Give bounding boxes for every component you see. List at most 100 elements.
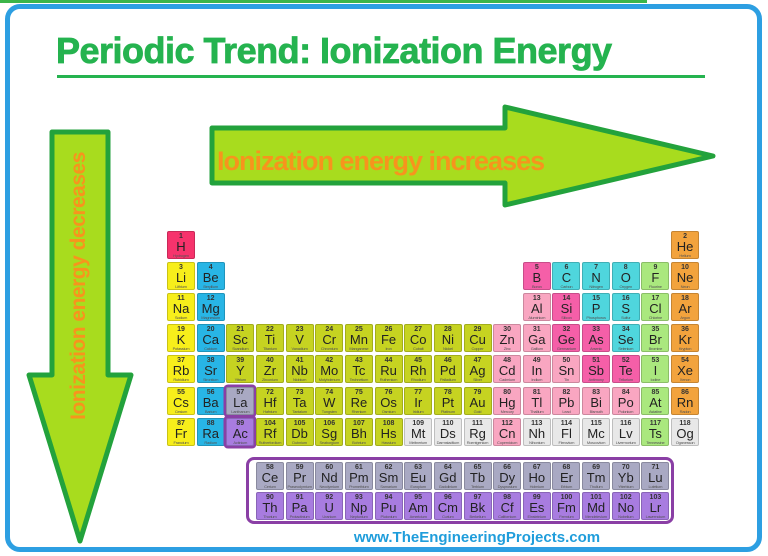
element-symbol: Sb [588, 363, 605, 379]
element-name: Radium [204, 439, 217, 445]
element-cell-tm: 69 Tm Thulium [582, 462, 611, 490]
element-symbol: Hs [380, 425, 397, 441]
element-name: Cadmium [499, 377, 515, 383]
element-cell-pt: 78 Pt Platinum [433, 386, 462, 415]
atomic-number: 91 [295, 494, 304, 501]
atomic-number: 92 [325, 494, 334, 501]
atomic-number: 41 [295, 357, 304, 365]
element-name: Argon [680, 315, 690, 321]
element-symbol: Al [531, 301, 543, 317]
element-name: Chlorine [648, 315, 663, 321]
element-cell-hs: 108 Hs Hassium [374, 417, 403, 446]
element-cell-nd: 60 Nd Neodymium [315, 462, 344, 490]
atomic-number: 99 [532, 494, 541, 501]
atomic-number: 69 [592, 464, 600, 471]
element-cell-n: 7 N Nitrogen [582, 262, 611, 291]
atomic-number: 27 [414, 326, 423, 334]
element-cell-fr: 87 Fr Francium [167, 417, 195, 446]
atomic-number: 42 [325, 357, 334, 365]
element-name: Strontium [202, 377, 219, 383]
element-symbol: Ac [232, 425, 248, 441]
element-name: Copper [471, 346, 484, 352]
atomic-number: 93 [354, 494, 363, 501]
atomic-number: 117 [649, 419, 662, 427]
atomic-number: 16 [621, 295, 630, 303]
atomic-number: 49 [532, 357, 541, 365]
element-cell-ar: 18 Ar Argon [671, 293, 700, 322]
atomic-number: 48 [503, 357, 512, 365]
atomic-number: 59 [295, 464, 304, 471]
element-cell-al: 13 Al Aluminium [522, 293, 551, 322]
element-name: Thallium [530, 408, 544, 414]
element-cell-lv: 116 Lv Livermorium [611, 417, 640, 446]
element-cell-cl: 17 Cl Chlorine [641, 293, 670, 322]
element-symbol: Th [262, 500, 278, 515]
element-symbol: Mo [320, 363, 339, 379]
element-cell-mo: 42 Mo Molybdenum [315, 355, 344, 384]
element-name: Palladium [439, 377, 456, 383]
element-name: Iridium [412, 408, 424, 414]
element-cell-p: 15 P Phosphorus [582, 293, 611, 322]
element-symbol: Es [529, 500, 545, 515]
atomic-number: 60 [325, 464, 334, 471]
element-cell-mg: 12 Mg Magnesium [196, 293, 225, 322]
element-name: Cesium [174, 408, 188, 414]
element-symbol: Sn [558, 363, 575, 379]
atomic-number: 79 [473, 388, 482, 396]
element-cell-tc: 43 Tc Technetium [344, 355, 373, 384]
element-cell-mt: 109 Mt Meitnerium [404, 417, 433, 446]
element-cell-bh: 107 Bh Bohrium [344, 417, 373, 446]
element-symbol: Ta [292, 394, 307, 410]
element-cell-lr: 103 Lr Lawrencium [641, 492, 670, 520]
element-name: Dubnium [292, 439, 307, 445]
element-cell-ds: 110 Ds Darmstadtium [433, 417, 462, 446]
element-symbol: Pm [349, 470, 369, 485]
element-name: Beryllium [203, 284, 218, 290]
element-cell-tb: 65 Tb Terbium [463, 462, 492, 490]
element-cell-mn: 25 Mn Manganese [344, 324, 373, 353]
atomic-number: 81 [532, 388, 541, 396]
element-name: Hafnium [263, 408, 277, 414]
element-symbol: Cr [322, 332, 337, 348]
atomic-number: 24 [325, 326, 334, 334]
atomic-number: 64 [443, 464, 452, 471]
atomic-number: 102 [619, 494, 632, 501]
element-name: Sodium [174, 315, 188, 321]
horizontal-arrow-label: Ionization energy increases [217, 146, 544, 176]
element-symbol: Db [291, 425, 308, 441]
atomic-number: 109 [412, 419, 425, 427]
element-cell-os: 76 Os Osmium [374, 386, 403, 415]
element-cell-la: 57 La Lanthanum [226, 386, 255, 415]
atomic-number: 83 [592, 388, 600, 396]
element-name: Tin [564, 377, 569, 383]
atomic-number: 8 [623, 264, 628, 272]
element-name: Thorium [263, 514, 277, 519]
atomic-number: 33 [592, 326, 600, 334]
atomic-number: 51 [592, 357, 600, 365]
element-name: Gold [473, 408, 482, 414]
element-symbol: C [561, 270, 572, 286]
element-cell-sg: 106 Sg Seaborgium [315, 417, 344, 446]
element-symbol: La [233, 394, 248, 410]
element-name: Rhodium [410, 377, 426, 383]
element-name: Helium [679, 253, 691, 258]
element-symbol: Os [380, 394, 397, 410]
watermark: www.TheEngineeringProjects.com [353, 529, 601, 546]
atomic-number: 106 [323, 419, 336, 427]
element-symbol: Np [350, 500, 368, 515]
element-symbol: Cs [173, 394, 189, 410]
element-symbol: P [591, 301, 601, 317]
atomic-number: 110 [442, 419, 454, 427]
element-name: Indium [531, 377, 543, 383]
element-name: Roentgenium [466, 439, 489, 445]
element-symbol: Hg [498, 394, 516, 410]
atomic-number: 30 [503, 326, 512, 334]
element-cell-i: 53 I Iodine [641, 355, 670, 384]
element-symbol: Te [618, 363, 633, 379]
vertical-arrow-label: Ionization energy decreases [67, 152, 90, 420]
element-cell-in: 49 In Indium [522, 355, 551, 384]
element-symbol: Cf [500, 500, 514, 515]
atomic-number: 46 [443, 357, 452, 365]
atomic-number: 84 [621, 388, 630, 396]
element-symbol: H [176, 239, 186, 254]
